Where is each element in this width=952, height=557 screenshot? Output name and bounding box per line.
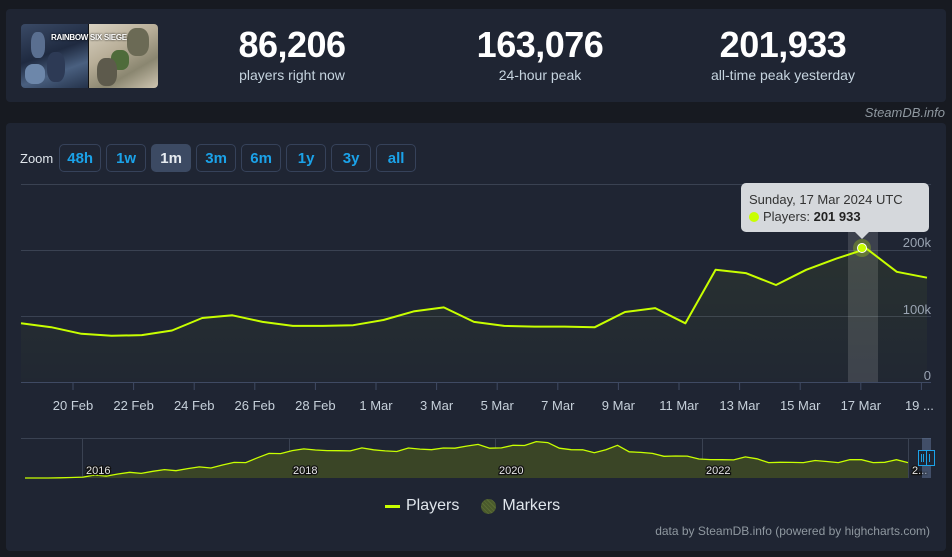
x-axis-ticks xyxy=(72,382,922,390)
cover-art-left xyxy=(21,24,88,88)
players-line[interactable] xyxy=(20,247,928,337)
stat-current-players: 86,206 players right now xyxy=(182,24,402,84)
steamdb-brand-link[interactable]: SteamDB.info xyxy=(864,105,945,120)
x-label: 3 Mar xyxy=(420,398,454,413)
chart-legend: Players Markers xyxy=(385,497,582,515)
zoom-button-1w[interactable]: 1w xyxy=(106,144,147,172)
stat-value: 163,076 xyxy=(476,24,604,65)
x-axis-labels: 20 Feb 22 Feb 24 Feb 26 Feb 28 Feb 1 Mar 3 Mar… xyxy=(53,398,934,413)
y-label-100k: 100k xyxy=(903,302,932,317)
navigator[interactable]: 2016 2018 2020 2022 2... xyxy=(21,438,935,479)
x-label: 17 Mar xyxy=(841,398,882,413)
cover-art-right xyxy=(88,24,158,88)
x-label: 7 Mar xyxy=(541,398,575,413)
x-label: 28 Feb xyxy=(295,398,335,413)
markers-dot-icon xyxy=(481,498,497,514)
stats-card: RAINBOW SIX SIEGE 86,206 players right n… xyxy=(6,9,946,102)
zoom-button-3m[interactable]: 3m xyxy=(196,144,237,172)
navigator-line xyxy=(25,440,909,479)
stat-all-time-peak: 201,933 all-time peak yesterday xyxy=(673,24,893,84)
nav-year-2018: 2018 xyxy=(293,465,317,477)
nav-year-2022: 2022 xyxy=(706,465,730,477)
x-label: 26 Feb xyxy=(235,398,275,413)
zoom-button-all[interactable]: all xyxy=(376,144,417,172)
stat-label: 24-hour peak xyxy=(498,67,582,83)
x-label: 5 Mar xyxy=(481,398,515,413)
stat-value: 201,933 xyxy=(719,24,847,65)
x-label: 22 Feb xyxy=(113,398,153,413)
x-label: 1 Mar xyxy=(359,398,393,413)
navigator-year-labels: 2016 2018 2020 2022 2... xyxy=(85,464,929,479)
nav-year-2016: 2016 xyxy=(86,465,110,477)
x-label: 13 Mar xyxy=(719,398,760,413)
x-label: 20 Feb xyxy=(53,398,93,413)
zoom-label: Zoom xyxy=(20,150,54,166)
tooltip-date: Sunday, 17 Mar 2024 UTC xyxy=(749,192,903,207)
legend-label-players: Players xyxy=(406,497,460,514)
x-label: 15 Mar xyxy=(780,398,821,413)
hovered-data-point[interactable] xyxy=(853,239,871,257)
legend-item-markers[interactable]: Markers xyxy=(481,497,560,515)
stat-label: all-time peak yesterday xyxy=(711,67,855,83)
cover-title: RAINBOW SIX SIEGE xyxy=(51,33,127,42)
tooltip-value: 201 933 xyxy=(813,209,861,224)
zoom-button-48h[interactable]: 48h xyxy=(59,144,102,172)
x-label: 11 Mar xyxy=(659,398,699,413)
zoom-range-selector: Zoom 48h 1w 1m 3m 6m 1y 3y all xyxy=(20,144,421,172)
tooltip-series-label: Players: xyxy=(763,209,810,224)
players-area xyxy=(21,248,927,382)
stat-24h-peak: 163,076 24-hour peak xyxy=(430,24,650,84)
y-label-0: 0 xyxy=(924,368,931,383)
zoom-button-1m[interactable]: 1m xyxy=(151,144,192,172)
x-label: 9 Mar xyxy=(602,398,636,413)
nav-year-2024: 2... xyxy=(912,465,927,477)
series-color-dot-icon xyxy=(749,212,759,222)
x-label: 24 Feb xyxy=(174,398,214,413)
players-line-icon xyxy=(385,504,400,508)
y-axis-labels: 200k 100k 0 xyxy=(903,235,932,383)
navigator-area xyxy=(25,441,908,478)
legend-label-markers: Markers xyxy=(502,497,561,514)
y-label-200k: 200k xyxy=(903,235,932,250)
chart-credits-link[interactable]: data by SteamDB.info (powered by highcha… xyxy=(655,524,930,538)
nav-year-2020: 2020 xyxy=(499,465,523,477)
game-cover-image[interactable]: RAINBOW SIX SIEGE xyxy=(21,24,158,88)
stat-label: players right now xyxy=(239,67,345,83)
x-label: 19 ... xyxy=(905,398,934,413)
legend-item-players[interactable]: Players xyxy=(385,497,459,515)
tooltip-series-row: Players: 201 933 xyxy=(749,208,921,225)
zoom-button-3y[interactable]: 3y xyxy=(331,144,372,172)
zoom-button-1y[interactable]: 1y xyxy=(286,144,327,172)
zoom-button-6m[interactable]: 6m xyxy=(241,144,282,172)
stat-value: 86,206 xyxy=(238,24,346,65)
navigator-handle-icon[interactable] xyxy=(918,450,935,466)
chart-tooltip: Sunday, 17 Mar 2024 UTC Players: 201 933 xyxy=(741,183,929,239)
